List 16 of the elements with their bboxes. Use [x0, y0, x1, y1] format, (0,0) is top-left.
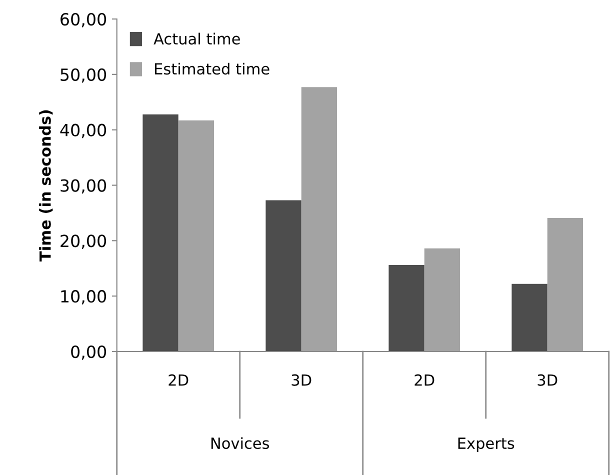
x-tick-label: 3D — [292, 374, 312, 386]
x-tick-label: 2D — [414, 374, 434, 386]
y-tick-label: 40,00 — [60, 124, 106, 138]
x-tick-label: 2D — [168, 374, 188, 386]
y-axis-title: Time (in seconds) — [39, 110, 53, 262]
y-tick-label: 60,00 — [60, 12, 106, 28]
text: Experts — [458, 438, 514, 452]
x-tick-label: 3D — [538, 374, 558, 386]
y-tick-label: 10,00 — [61, 290, 106, 304]
y-tick-label: 20,00 — [60, 234, 106, 249]
y-tick-label: 30,00 — [60, 179, 106, 194]
y-tick-label: 50,00 — [60, 68, 106, 83]
y-tick-label: 0,00 — [71, 345, 106, 360]
text: Novices — [211, 437, 270, 450]
legend-label: Estimated time — [155, 62, 270, 75]
legend-label: Actual time — [154, 32, 240, 45]
